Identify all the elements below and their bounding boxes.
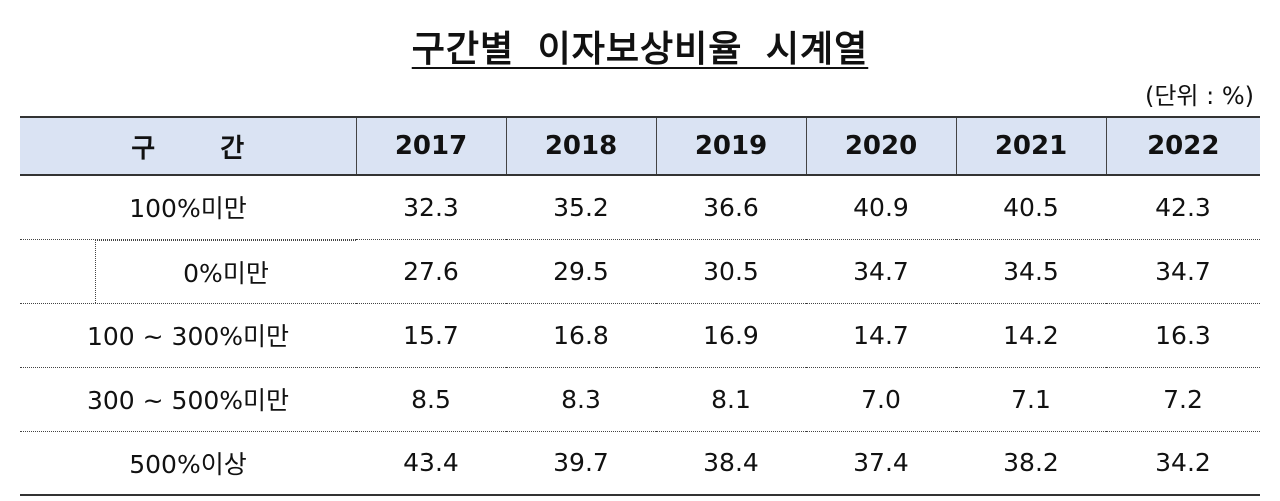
table-cell: 14.7 <box>806 303 956 368</box>
table-cell: 16.3 <box>1106 303 1260 368</box>
table-cell: 7.1 <box>956 367 1106 432</box>
table-cell: 39.7 <box>506 431 656 496</box>
table-cell: 40.5 <box>956 175 1106 240</box>
table-row: 500%이상 43.4 39.7 38.4 37.4 38.2 34.2 <box>20 431 1260 496</box>
table-cell: 40.9 <box>806 175 956 240</box>
table-cell: 34.7 <box>1106 239 1260 304</box>
row-label: 300 ~ 500%미만 <box>20 367 356 432</box>
table-cell: 34.2 <box>1106 431 1260 496</box>
table-cell: 7.0 <box>806 367 956 432</box>
header-year: 2019 <box>655 116 806 176</box>
table-cell: 32.3 <box>356 175 506 240</box>
table-cell: 16.8 <box>506 303 656 368</box>
table-cell: 35.2 <box>506 175 656 240</box>
table-cell: 8.3 <box>506 367 656 432</box>
table-cell: 27.6 <box>356 239 506 304</box>
header-row: 구 간 2017 2018 2019 2020 2021 2022 <box>20 116 1260 176</box>
row-label: 0%미만 <box>183 258 269 288</box>
table-row: 0%미만 27.6 29.5 30.5 34.7 34.5 34.7 <box>20 239 1260 304</box>
table-cell: 38.2 <box>956 431 1106 496</box>
table-cell: 38.4 <box>656 431 806 496</box>
data-table: 구 간 2017 2018 2019 2020 2021 2022 100%미만… <box>20 116 1260 496</box>
header-year: 2017 <box>355 116 506 176</box>
unit-label: (단위 : %) <box>1144 82 1254 110</box>
header-year: 2021 <box>955 116 1106 176</box>
table-cell: 15.7 <box>356 303 506 368</box>
header-year: 2020 <box>805 116 956 176</box>
header-year: 2018 <box>505 116 656 176</box>
table-row: 300 ~ 500%미만 8.5 8.3 8.1 7.0 7.1 7.2 <box>20 367 1260 432</box>
table-cell: 30.5 <box>656 239 806 304</box>
table-cell: 14.2 <box>956 303 1106 368</box>
row-label: 500%이상 <box>20 431 356 496</box>
table-cell: 36.6 <box>656 175 806 240</box>
table-cell: 42.3 <box>1106 175 1260 240</box>
table-row: 100%미만 32.3 35.2 36.6 40.9 40.5 42.3 <box>20 175 1260 240</box>
row-label: 100 ~ 300%미만 <box>20 303 356 368</box>
row-label-cell: 0%미만 <box>20 239 356 304</box>
header-category: 구 간 <box>20 116 356 176</box>
row-label: 100%미만 <box>20 175 356 240</box>
table-cell: 34.5 <box>956 239 1106 304</box>
table-cell: 8.5 <box>356 367 506 432</box>
sub-category-box: 0%미만 <box>95 239 356 303</box>
title-text: 구간별 이자보상비율 시계열 <box>411 29 869 70</box>
page-title: 구간별 이자보상비율 시계열 <box>0 20 1280 72</box>
table-cell: 16.9 <box>656 303 806 368</box>
table-cell: 7.2 <box>1106 367 1260 432</box>
table-cell: 43.4 <box>356 431 506 496</box>
header-year: 2022 <box>1105 116 1260 176</box>
table-cell: 8.1 <box>656 367 806 432</box>
table-cell: 29.5 <box>506 239 656 304</box>
table-cell: 34.7 <box>806 239 956 304</box>
table-row: 100 ~ 300%미만 15.7 16.8 16.9 14.7 14.2 16… <box>20 303 1260 368</box>
table-cell: 37.4 <box>806 431 956 496</box>
